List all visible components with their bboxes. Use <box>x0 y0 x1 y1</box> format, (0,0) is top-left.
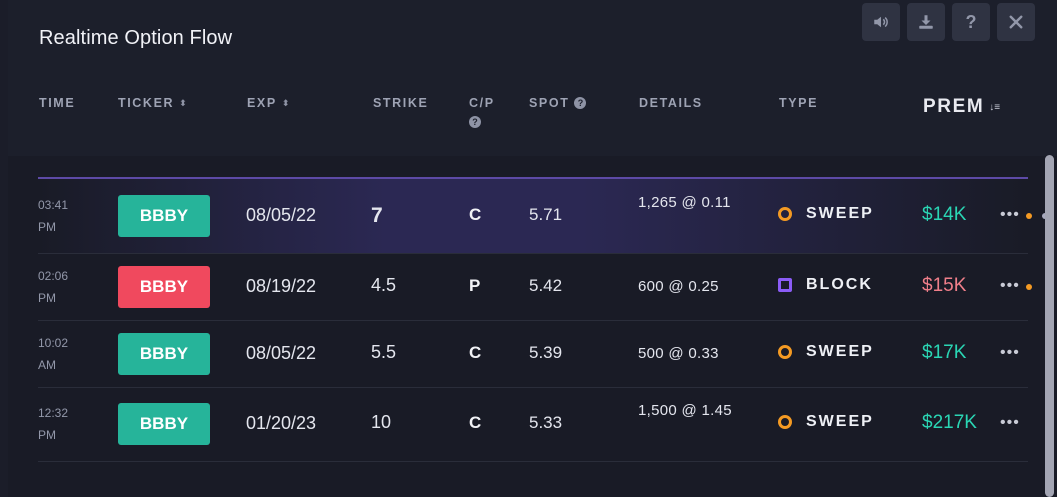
details-cell: 1,265 @ 0.11 <box>638 194 731 211</box>
time-cell: 12:32 PM <box>38 406 69 442</box>
help-icon: ? <box>965 11 977 32</box>
help-button[interactable]: ? <box>952 3 990 41</box>
type-cell: SWEEP <box>778 343 874 361</box>
download-icon <box>919 15 933 29</box>
strike-cell: 4.5 <box>371 274 397 295</box>
block-square-icon <box>778 277 792 292</box>
spot-cell: 5.71 <box>529 205 563 224</box>
col-strike: STRIKE <box>373 96 429 110</box>
strike-cell: 5.5 <box>371 341 397 362</box>
prem-cell: $17K <box>922 341 967 363</box>
col-time: TIME <box>39 96 76 110</box>
time-cell: 03:41 PM <box>38 198 69 234</box>
col-ticker[interactable]: TICKER ⬍ <box>118 96 187 110</box>
table-body: 03:41 PM BBBY 08/05/22 7 C 5.71 1,265 @ 0.11 SW… <box>8 156 1057 497</box>
col-type: TYPE <box>779 96 819 110</box>
sound-icon <box>874 16 888 28</box>
table-header: TIME TICKER ⬍ EXP ⬍ STRIKE C/P? SPOT? DETA… <box>8 88 1057 156</box>
prem-cell: $14K <box>922 204 967 225</box>
col-prem[interactable]: PREM ↓≡ <box>923 96 1001 117</box>
ticker-badge[interactable]: BBBY <box>118 195 210 237</box>
alert-dot-icon <box>1026 283 1032 290</box>
panel-title: Realtime Option Flow <box>39 27 233 49</box>
close-button[interactable] <box>997 3 1035 41</box>
close-icon <box>1009 15 1023 29</box>
exp-cell: 08/19/22 <box>246 275 317 296</box>
more-icon[interactable]: ••• <box>1000 276 1020 294</box>
spot-cell: 5.33 <box>529 413 563 432</box>
ticker-badge[interactable]: BBBY <box>118 265 210 308</box>
sort-desc-icon: ↓≡ <box>989 101 1001 113</box>
help-icon[interactable]: ? <box>469 116 481 128</box>
prem-cell: $217K <box>922 412 977 433</box>
time-cell: 10:02 AM <box>38 335 69 372</box>
ticker-badge[interactable]: BBBY <box>118 403 210 445</box>
table-row[interactable]: 12:32 PM BBBY 01/20/23 10 C 5.33 1,500 @ 1.45 S… <box>38 387 1028 462</box>
ticker-badge[interactable]: BBBY <box>118 332 210 375</box>
col-cp: C/P? <box>469 96 495 128</box>
col-details: DETAILS <box>639 96 703 110</box>
sort-icon: ⬍ <box>281 97 290 108</box>
cp-cell: P <box>469 275 481 295</box>
details-cell: 1,500 @ 1.45 <box>638 402 732 419</box>
table-row[interactable]: 10:02 AM BBBY 08/05/22 5.5 C 5.39 500 @ 0.33 SW… <box>38 320 1028 388</box>
table-row[interactable]: 02:06 PM BBBY 08/19/22 4.5 P 5.42 600 @ 0.25 BL… <box>38 253 1032 321</box>
prem-cell: $15K <box>922 274 967 296</box>
help-icon[interactable]: ? <box>574 97 587 109</box>
download-button[interactable] <box>907 3 945 41</box>
more-icon[interactable]: ••• <box>1000 206 1020 223</box>
type-cell: SWEEP <box>778 205 874 223</box>
exp-cell: 01/20/23 <box>246 413 317 433</box>
sweep-circle-icon <box>778 344 792 359</box>
exp-cell: 08/05/22 <box>246 205 317 225</box>
spot-cell: 5.42 <box>529 275 563 295</box>
time-cell: 02:06 PM <box>38 268 69 305</box>
details-cell: 500 @ 0.33 <box>638 344 719 362</box>
cp-cell: C <box>469 205 482 224</box>
type-cell: SWEEP <box>778 413 874 431</box>
spot-cell: 5.39 <box>529 342 563 362</box>
details-cell: 600 @ 0.25 <box>638 277 719 295</box>
exp-cell: 08/05/22 <box>246 342 317 363</box>
cp-cell: C <box>469 342 482 362</box>
cp-cell: C <box>469 413 482 432</box>
sound-button[interactable] <box>862 3 900 41</box>
more-icon[interactable]: ••• <box>1000 343 1020 361</box>
selection-indicator <box>38 177 1028 179</box>
strike-cell: 7 <box>371 204 383 227</box>
type-label: BLOCK <box>806 275 873 293</box>
type-cell: BLOCK <box>778 276 873 294</box>
toolbar: ? <box>862 3 1035 41</box>
more-icon[interactable]: ••• <box>1000 414 1020 431</box>
scrollbar[interactable] <box>1045 155 1054 497</box>
type-label: SWEEP <box>806 413 874 430</box>
sweep-circle-icon <box>778 415 792 429</box>
col-spot: SPOT? <box>529 96 587 110</box>
alert-dot-icon <box>1026 213 1032 219</box>
type-label: SWEEP <box>806 342 874 360</box>
col-exp[interactable]: EXP ⬍ <box>247 96 290 110</box>
option-flow-panel: Realtime Option Flow ? TIME TICKER ⬍ EXP ⬍… <box>8 0 1057 497</box>
strike-cell: 10 <box>371 412 392 432</box>
sweep-circle-icon <box>778 207 792 221</box>
table-row[interactable]: 03:41 PM BBBY 08/05/22 7 C 5.71 1,265 @ 0.11 SW… <box>38 179 1048 254</box>
type-label: SWEEP <box>806 205 874 222</box>
sort-icon: ⬍ <box>179 97 187 108</box>
